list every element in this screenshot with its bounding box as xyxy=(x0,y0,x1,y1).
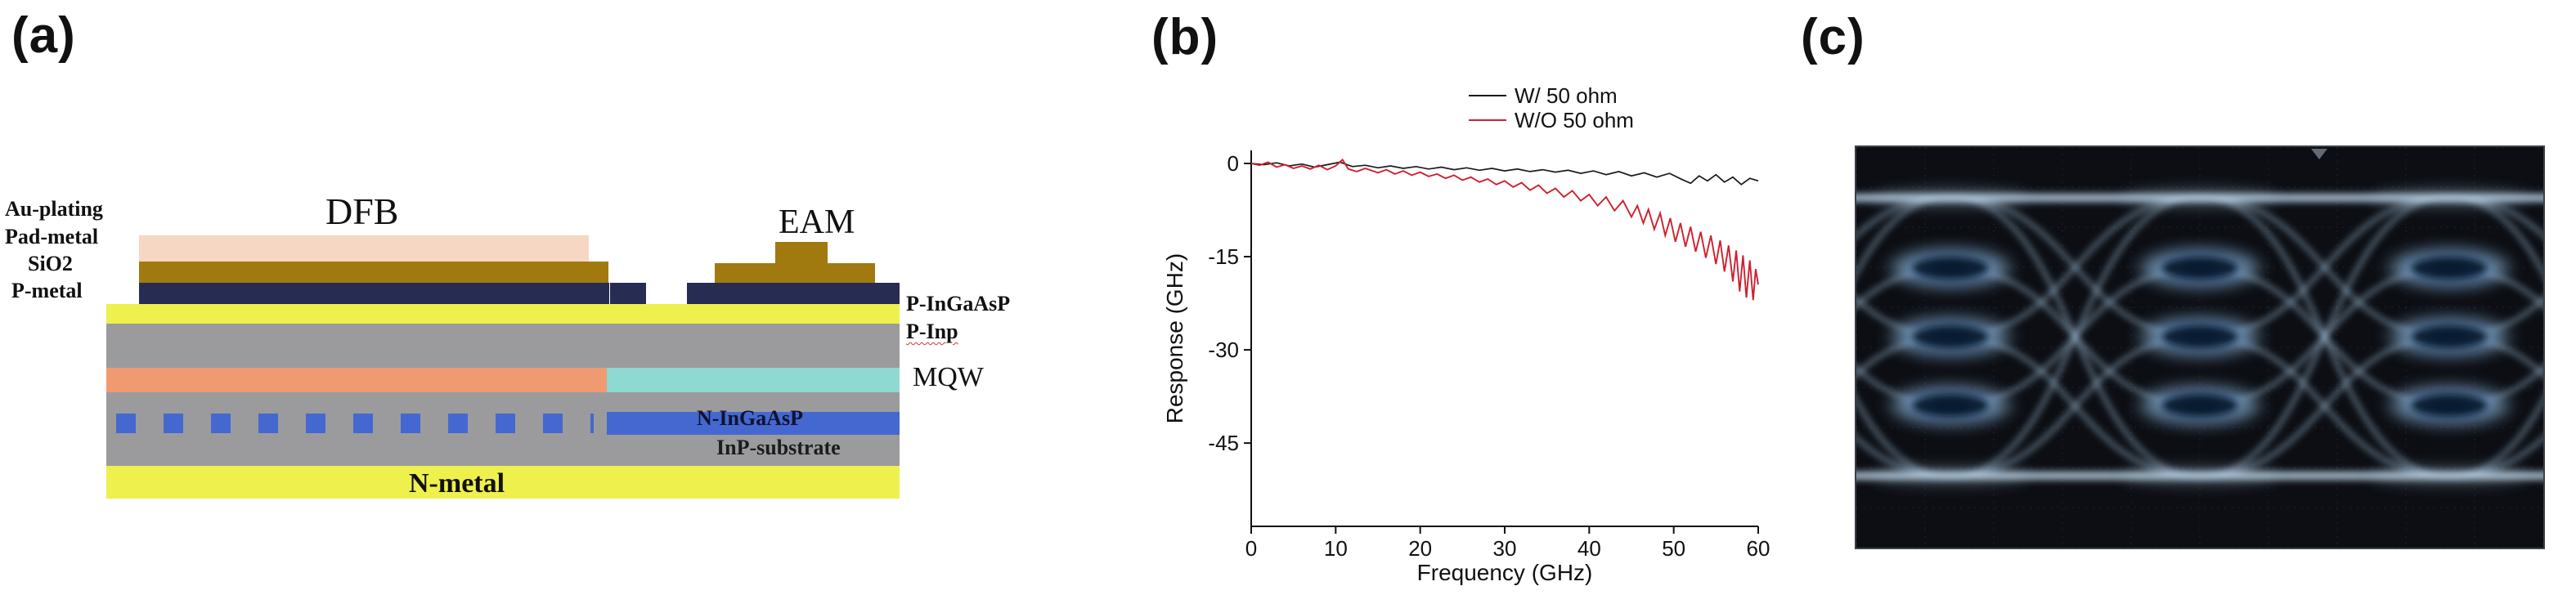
panel-a-label: (a) xyxy=(11,7,76,64)
device-cross-section: Au-plating Pad-metal SiO2 P-metal DFB EA… xyxy=(0,0,1022,595)
label-pad-metal: Pad-metal xyxy=(5,225,99,248)
svg-text:40: 40 xyxy=(1577,536,1601,561)
svg-text:10: 10 xyxy=(1324,536,1348,561)
panel-b-label: (b) xyxy=(1151,9,1219,65)
chart-legend: W/ 50 ohm W/O 50 ohm xyxy=(1469,83,1634,132)
svg-text:0: 0 xyxy=(1245,536,1257,561)
svg-text:-15: -15 xyxy=(1208,244,1239,269)
label-n-ingaasp: N-InGaAsP xyxy=(697,406,804,430)
label-p-ingaasp: P-InGaAsP xyxy=(906,292,1011,315)
eam-title: EAM xyxy=(779,204,855,241)
layer-gold-eam-pad xyxy=(715,263,875,284)
layer-pad-metal-pink xyxy=(139,235,589,263)
layer-sio2-navy-dfb xyxy=(139,283,609,304)
eye-diagram xyxy=(1700,146,2576,548)
label-n-metal: N-metal xyxy=(409,468,505,499)
label-sio2: SiO2 xyxy=(28,252,73,275)
layer-sio2-navy-eam xyxy=(723,283,900,304)
oscilloscope-screen xyxy=(1700,145,2576,549)
frequency-response-chart: 0 10 20 30 40 50 600-15-30-45 Frequency (GHz) … xyxy=(1162,150,1770,585)
svg-text:20: 20 xyxy=(1408,536,1432,561)
layer-eam-active-cyan xyxy=(607,368,900,392)
eye-blob-cores xyxy=(1913,257,2487,416)
legend-label-1: W/O 50 ohm xyxy=(1515,107,1634,132)
panel-c-label: (c) xyxy=(1801,9,1865,65)
dfb-title: DFB xyxy=(325,190,399,232)
legend-entry-wo-50ohm: W/O 50 ohm xyxy=(1469,108,1634,132)
svg-text:50: 50 xyxy=(1662,536,1685,561)
layer-n-contact-solid-blue xyxy=(607,412,900,435)
layer-n-metal-yellow xyxy=(106,466,900,499)
layer-n-contact-dashed-blue xyxy=(116,414,594,433)
layer-inp-body-gray xyxy=(106,324,900,466)
label-au-plating: Au-plating xyxy=(5,197,103,221)
label-p-metal: P-metal xyxy=(11,279,83,302)
chart-series xyxy=(1250,158,1759,301)
legend-line-red-icon xyxy=(1469,119,1506,121)
layer-dfb-active-orange xyxy=(106,368,607,392)
svg-text:-45: -45 xyxy=(1208,431,1239,455)
series-line-0 xyxy=(1250,161,1759,186)
label-inp-substrate: InP-substrate xyxy=(716,436,841,459)
y-axis-label: Response (GHz) xyxy=(1162,253,1187,424)
chart-axes: 0 10 20 30 40 50 60 0 -15 -30 -45 xyxy=(1208,150,1770,561)
x-axis-label: Frequency (GHz) xyxy=(1417,560,1593,585)
svg-text:30: 30 xyxy=(1493,536,1517,561)
label-p-inp: P-Inp xyxy=(906,320,958,343)
svg-text:0: 0 xyxy=(1227,151,1239,176)
layer-gold-eam-contact xyxy=(775,242,828,266)
trigger-marker-icon xyxy=(2311,149,2327,159)
svg-text:-30: -30 xyxy=(1208,338,1239,362)
layer-p-metal-yellow xyxy=(106,304,900,324)
legend-line-black-icon xyxy=(1469,95,1506,96)
legend-entry-w-50ohm: W/ 50 ohm xyxy=(1469,83,1634,108)
svg-text:60: 60 xyxy=(1747,536,1770,561)
series-line-1 xyxy=(1250,158,1759,301)
layer-gold-dfb xyxy=(139,262,608,283)
label-mqw: MQW xyxy=(913,362,984,392)
legend-label-0: W/ 50 ohm xyxy=(1515,83,1618,108)
